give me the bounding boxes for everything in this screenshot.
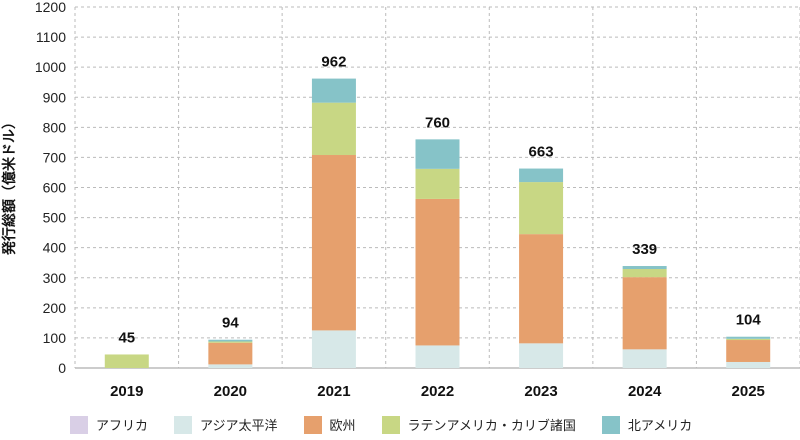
y-tick-label: 1000 [35, 59, 66, 75]
y-axis-ticks: 0 100 200 300 400 500 600 700 800 900 1000 1100 1200 [35, 0, 66, 376]
y-tick-label: 100 [43, 330, 67, 346]
bar-segment [415, 198, 460, 346]
bar-segment [726, 336, 771, 339]
bar-segment [415, 345, 460, 368]
legend-item: アフリカ [70, 415, 148, 434]
legend-item: 北アメリカ [601, 415, 693, 434]
bar-segment [726, 340, 771, 362]
bar-segment [622, 269, 667, 278]
bar-segment [415, 168, 460, 199]
bar-segment [415, 139, 460, 169]
bar-segment [519, 168, 564, 183]
legend-label: ラテンアメリカ・カリブ諸国 [407, 419, 576, 434]
total-label: 760 [425, 114, 450, 131]
legend-swatch [303, 415, 322, 434]
bar-segment [311, 78, 356, 103]
bar-segment [519, 182, 564, 235]
x-tick-label: 2023 [524, 383, 557, 400]
y-tick-label: 200 [43, 300, 67, 316]
legend-item: 欧州 [303, 415, 356, 434]
y-tick-label: 1200 [35, 0, 66, 15]
x-tick-label: 2020 [214, 383, 247, 400]
legend-swatch [70, 415, 88, 434]
legend: アフリカ アジア太平洋 欧州 ラテンアメリカ・カリブ諸国 北アメリカ [70, 415, 718, 434]
bar-segment [726, 338, 771, 341]
total-label: 339 [632, 241, 657, 258]
legend-item: アジア太平洋 [174, 415, 278, 434]
y-tick-label: 500 [43, 210, 67, 226]
legend-swatch [381, 415, 400, 434]
legend-label: 北アメリカ [627, 419, 693, 434]
x-tick-label: 2024 [628, 383, 662, 400]
total-label: 962 [321, 54, 346, 71]
bar-segment [311, 155, 356, 331]
x-tick-label: 2022 [421, 383, 454, 400]
legend-swatch [601, 415, 620, 434]
bar-segment [726, 361, 771, 368]
x-tick-label: 2025 [732, 383, 765, 400]
x-tick-label: 2019 [110, 383, 143, 400]
bar-segment [104, 354, 149, 368]
bar-segment [208, 339, 253, 342]
bar-segment [519, 234, 564, 344]
y-tick-label: 300 [43, 270, 67, 286]
bar-segment [519, 343, 564, 368]
y-axis-label: 発行総額（億米ドル） [1, 115, 18, 256]
stacked-bar-chart: 0 100 200 300 400 500 600 700 800 900 1000 1100 1200… [1, 0, 800, 400]
total-label: 104 [736, 312, 762, 329]
y-tick-label: 0 [58, 360, 66, 376]
legend-item: ラテンアメリカ・カリブ諸国 [381, 415, 576, 434]
y-tick-label: 600 [43, 180, 67, 196]
bar-segment [622, 277, 667, 350]
bar-segment [622, 266, 667, 270]
total-labels: 45 94 962 760 663 339 104 [118, 54, 761, 347]
x-axis-ticks: 2019 2020 2021 2022 2023 2024 2025 [110, 383, 765, 400]
bar-segment [208, 364, 253, 368]
y-tick-label: 700 [43, 149, 67, 165]
y-tick-label: 1100 [36, 29, 66, 45]
legend-label: アフリカ [96, 419, 149, 434]
bar-segment [311, 330, 356, 368]
legend-swatch [174, 415, 193, 434]
bar-segment [208, 341, 253, 343]
total-label: 94 [222, 315, 239, 332]
y-tick-label: 900 [43, 89, 67, 105]
bar-segment [311, 102, 356, 156]
bar-segment [622, 349, 667, 368]
bar-segment [208, 342, 253, 365]
legend-label: アジア太平洋 [200, 419, 278, 434]
bars [104, 78, 771, 368]
x-tick-label: 2021 [317, 383, 350, 400]
legend-label: 欧州 [329, 419, 356, 434]
y-tick-label: 800 [43, 119, 67, 135]
y-tick-label: 400 [43, 240, 67, 256]
total-label: 663 [529, 144, 554, 161]
total-label: 45 [118, 329, 135, 346]
